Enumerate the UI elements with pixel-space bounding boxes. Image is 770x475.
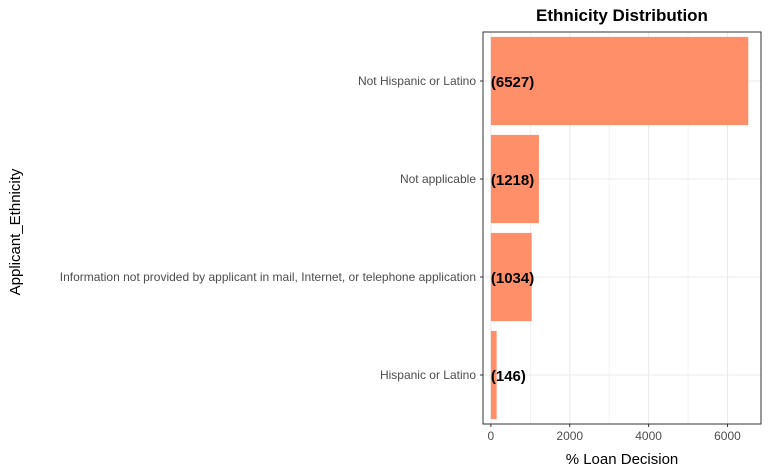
x-axis-title: % Loan Decision <box>566 451 679 468</box>
x-axis-ticks: 0 2000 4000 6000 <box>488 424 741 443</box>
x-tick-label: 2000 <box>556 429 583 443</box>
bar-value-label: (1218) <box>491 172 534 189</box>
y-tick-label: Not applicable <box>400 172 476 186</box>
bar <box>490 134 539 224</box>
bar-value-label: (6527) <box>491 74 534 91</box>
y-tick-label: Information not provided by applicant in… <box>60 270 476 284</box>
panel-border <box>482 31 762 425</box>
bar <box>490 232 532 322</box>
bar <box>490 36 749 126</box>
bar <box>490 330 497 420</box>
data-labels: (6527) (1218) (1034) (146) <box>491 74 534 385</box>
x-tick-label: 0 <box>488 429 495 443</box>
x-tick-label: 4000 <box>635 429 662 443</box>
y-tick-label: Hispanic or Latino <box>380 368 476 382</box>
bar-value-label: (146) <box>491 368 526 385</box>
chart-title: Ethnicity Distribution <box>536 6 708 25</box>
y-tick-label: Not Hispanic or Latino <box>358 74 476 88</box>
x-tick-label: 6000 <box>714 429 741 443</box>
y-axis-ticks: Not Hispanic or Latino Not applicable Info… <box>60 74 483 382</box>
bar-value-label: (1034) <box>491 270 534 287</box>
bars <box>490 36 749 420</box>
y-axis-title: Applicant_Ethnicity <box>7 168 24 295</box>
